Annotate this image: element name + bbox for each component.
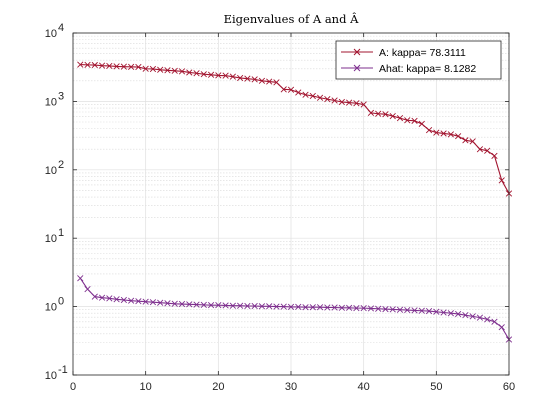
y-tick-exponent: 0 <box>58 296 64 308</box>
y-tick-label: 10 <box>45 96 57 108</box>
x-tick-label: 50 <box>430 381 442 393</box>
legend-label-a: A: kappa= 78.3111 <box>379 47 466 59</box>
x-tick-label: 10 <box>140 381 152 393</box>
y-tick-label: 10 <box>45 302 57 314</box>
y-tick-label: 10 <box>45 233 57 245</box>
chart-title: Eigenvalues of A and Â <box>224 12 360 26</box>
x-tick-label: 0 <box>70 381 76 393</box>
y-tick-label: 10 <box>45 165 57 177</box>
x-tick-label: 30 <box>285 381 297 393</box>
y-tick-label: 10 <box>45 370 57 382</box>
y-tick-exponent: 1 <box>58 227 64 239</box>
y-tick-exponent: 3 <box>58 90 64 102</box>
legend: A: kappa= 78.3111 Ahat: kappa= 8.1282 <box>336 41 501 79</box>
x-tick-label: 60 <box>503 381 515 393</box>
y-tick-exponent: 4 <box>58 22 64 34</box>
x-tick-label: 20 <box>212 381 224 393</box>
x-tick-label: 40 <box>358 381 370 393</box>
legend-label-ahat: Ahat: kappa= 8.1282 <box>379 63 476 75</box>
y-tick-exponent: -1 <box>58 364 68 376</box>
y-tick-label: 10 <box>45 28 57 40</box>
y-tick-exponent: 2 <box>58 159 64 171</box>
